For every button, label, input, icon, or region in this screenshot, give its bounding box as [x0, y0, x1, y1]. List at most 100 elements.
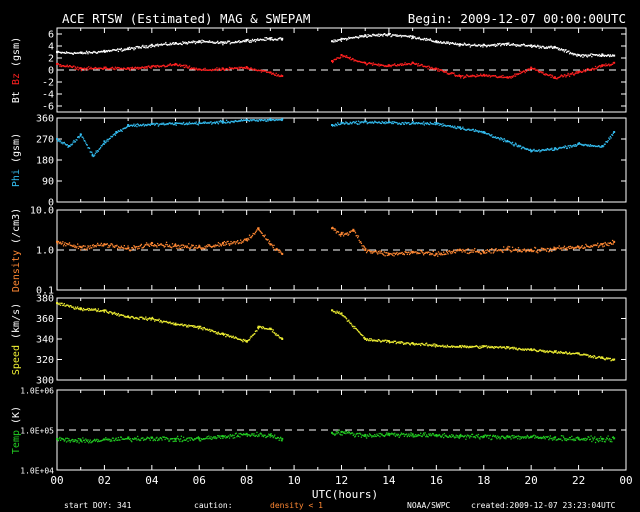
data-point	[448, 346, 451, 348]
data-point	[498, 76, 500, 79]
data-point	[208, 69, 210, 71]
data-point	[174, 123, 176, 125]
data-point	[271, 243, 273, 246]
data-point	[581, 244, 583, 247]
data-point	[607, 140, 609, 142]
data-point	[110, 243, 112, 245]
data-point	[141, 247, 143, 249]
data-point	[568, 247, 571, 250]
data-point	[214, 122, 217, 125]
data-point	[372, 62, 374, 64]
data-point	[205, 40, 208, 43]
data-point	[108, 311, 111, 313]
data-point	[436, 40, 438, 42]
data-point	[527, 348, 529, 350]
data-point	[515, 347, 517, 349]
data-point	[503, 437, 506, 440]
data-point	[186, 437, 188, 439]
data-point	[128, 48, 130, 51]
data-point	[487, 250, 489, 252]
data-point	[580, 143, 583, 146]
data-point	[416, 253, 418, 255]
data-point	[468, 128, 470, 130]
data-point	[342, 235, 345, 237]
data-point	[172, 41, 174, 44]
data-point	[594, 355, 596, 358]
data-point	[395, 35, 397, 37]
data-point	[342, 315, 345, 317]
data-point	[238, 40, 240, 42]
data-point	[485, 436, 488, 438]
data-point	[515, 143, 517, 145]
data-point	[194, 69, 197, 71]
data-point	[202, 41, 204, 43]
data-point	[67, 146, 69, 148]
data-point	[473, 44, 475, 46]
data-point	[273, 73, 275, 75]
data-point	[512, 437, 514, 439]
data-point	[456, 127, 458, 129]
data-point	[551, 250, 553, 253]
data-point	[333, 39, 335, 41]
data-point	[340, 122, 343, 124]
data-point	[210, 69, 212, 71]
data-point	[601, 145, 603, 148]
data-point	[471, 129, 473, 131]
data-point	[117, 66, 119, 69]
data-point	[210, 41, 212, 43]
data-point	[239, 40, 242, 43]
data-point	[157, 319, 159, 321]
data-point	[411, 252, 414, 254]
data-point	[596, 54, 598, 56]
data-point	[213, 41, 215, 44]
data-point	[404, 34, 406, 37]
data-point	[198, 244, 200, 247]
data-point	[482, 130, 484, 133]
data-point	[356, 328, 358, 331]
data-point	[362, 247, 364, 250]
data-point	[120, 436, 123, 438]
data-point	[534, 246, 536, 249]
data-point	[349, 231, 351, 233]
data-point	[499, 42, 501, 45]
data-point	[266, 328, 268, 330]
data-point	[503, 246, 505, 248]
data-point	[427, 68, 429, 70]
data-point	[128, 249, 131, 252]
data-point	[346, 122, 348, 124]
data-point	[440, 69, 443, 71]
data-point	[534, 247, 537, 249]
data-point	[600, 243, 602, 245]
data-point	[485, 44, 487, 47]
data-point	[247, 339, 249, 342]
data-point	[406, 435, 408, 438]
data-point	[364, 61, 366, 64]
data-point	[394, 340, 396, 342]
data-point	[196, 437, 198, 439]
data-point	[114, 313, 117, 315]
data-point	[341, 54, 343, 57]
data-point	[527, 68, 529, 71]
data-point	[131, 125, 134, 127]
data-point	[448, 42, 450, 44]
data-point	[517, 247, 520, 249]
data-point	[495, 76, 497, 78]
data-point	[528, 44, 531, 47]
data-point	[206, 69, 208, 71]
data-point	[591, 53, 594, 55]
data-point	[216, 331, 218, 334]
data-point	[456, 75, 458, 77]
data-point	[448, 125, 450, 127]
data-point	[375, 340, 377, 342]
data-point	[254, 333, 256, 335]
data-point	[531, 46, 533, 49]
data-point	[58, 438, 60, 440]
data-point	[180, 64, 183, 67]
data-point	[71, 52, 73, 54]
data-point	[485, 345, 487, 347]
data-point	[83, 67, 85, 69]
data-point	[425, 434, 428, 436]
data-point	[165, 123, 167, 126]
data-point	[353, 37, 355, 39]
data-point	[224, 333, 226, 335]
